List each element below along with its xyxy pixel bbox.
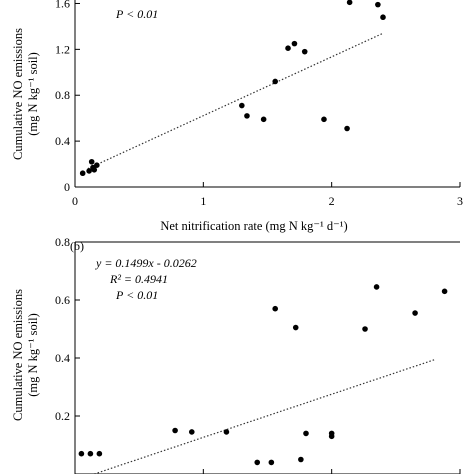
panel-b-trend-line [94,359,435,474]
panel-b-data-point [223,429,230,435]
panel-b-y-axis-label-line2: (mg N kg⁻¹ soil) [26,313,40,397]
panel-b-data-point [362,326,368,332]
panel-a-data-point [244,113,250,119]
panel-a-data-point [380,14,386,21]
panel-b-r-squared: R² = 0.4941 [109,272,168,286]
panel-a-x-tick-label: 3 [457,194,463,208]
panel-b-data-point [298,456,304,463]
panel-a-data-point [346,0,353,6]
panel-b-regression-equation: y = 0.1499x - 0.0262 [95,256,197,270]
panel-b-data-point [328,433,335,440]
panel-b-scatter-chart: (b) y = 0.1499x - 0.0262 R² = 0.4941 P <… [11,235,461,474]
panel-b-y-tick-label: 0.6 [55,293,70,307]
panel-a-y-tick-label: 1.6 [55,0,70,10]
panel-b-p-value: P < 0.01 [115,288,158,302]
panel-b-data-point [96,450,103,457]
panel-b-data-point [412,310,418,316]
panel-b-y-tick-label: 0.4 [55,351,70,365]
panel-a-data-point [91,166,98,173]
panel-b-data-point [188,429,195,435]
panel-a-data-point [94,162,100,169]
panel-a-trend-line [87,32,384,170]
panel-b-data-point [78,450,85,457]
panel-b-data-point [441,288,448,295]
panel-a-data-point [79,170,86,177]
panel-b-data-point [254,459,261,466]
panel-a-y-axis-label-line1: Cumulative NO emissions [11,28,25,160]
panel-a-y-tick-label: 0.4 [55,134,70,148]
panel-a-y-tick-label: 1.2 [55,42,70,56]
panel-a-data-point [285,45,291,52]
panel-b-y-axis-label-line1: Cumulative NO emissions [11,289,25,421]
panel-a-data-point [291,40,298,47]
panel-a-x-tick-label: 0 [72,194,78,208]
panel-b-data-point [373,284,380,290]
panel-b-data-point [292,324,299,331]
panel-a-data-point [86,168,92,174]
panel-a-y-tick-label: 0.8 [55,88,70,102]
panel-b-y-axis-title: Cumulative NO emissions (mg N kg⁻¹ soil) [11,289,40,421]
panel-b-y-tick-label: 0.8 [55,235,70,249]
panel-b-data-point [172,427,178,434]
panel-a-data-point [272,78,279,85]
panel-b-data-point [268,459,275,466]
panel-b-y-tick-label: 0.2 [55,409,70,423]
panel-a-y-axis-title: Cumulative NO emissions (mg N kg⁻¹ soil) [11,28,40,160]
panel-b-label: (b) [70,239,84,253]
panel-a-x-tick-label: 2 [329,194,335,208]
panel-a-x-tick-label: 1 [200,194,206,208]
panel-a-scatter-chart: P < 0.01 Cumulative NO emissions (mg N k… [11,0,463,233]
panel-a-p-value: P < 0.01 [115,7,158,21]
panel-a-data-point [344,125,350,132]
panel-a-y-tick-label: 0 [64,180,70,194]
panel-a-y-axis-label-line2: (mg N kg⁻¹ soil) [26,52,40,136]
panel-a-data-point [321,116,327,123]
panel-b-data-point [272,305,279,312]
panel-a-data-point [375,1,381,8]
panel-a-data-point [239,102,245,109]
panel-a-data-point [260,116,267,123]
panel-a-data-point [301,48,308,55]
panel-a-data-point [88,158,95,165]
panel-b-data-point [87,450,94,457]
panel-a-x-axis-label: Net nitrification rate (mg N kg⁻¹ d⁻¹) [160,219,347,233]
panel-b-data-point [303,430,309,437]
